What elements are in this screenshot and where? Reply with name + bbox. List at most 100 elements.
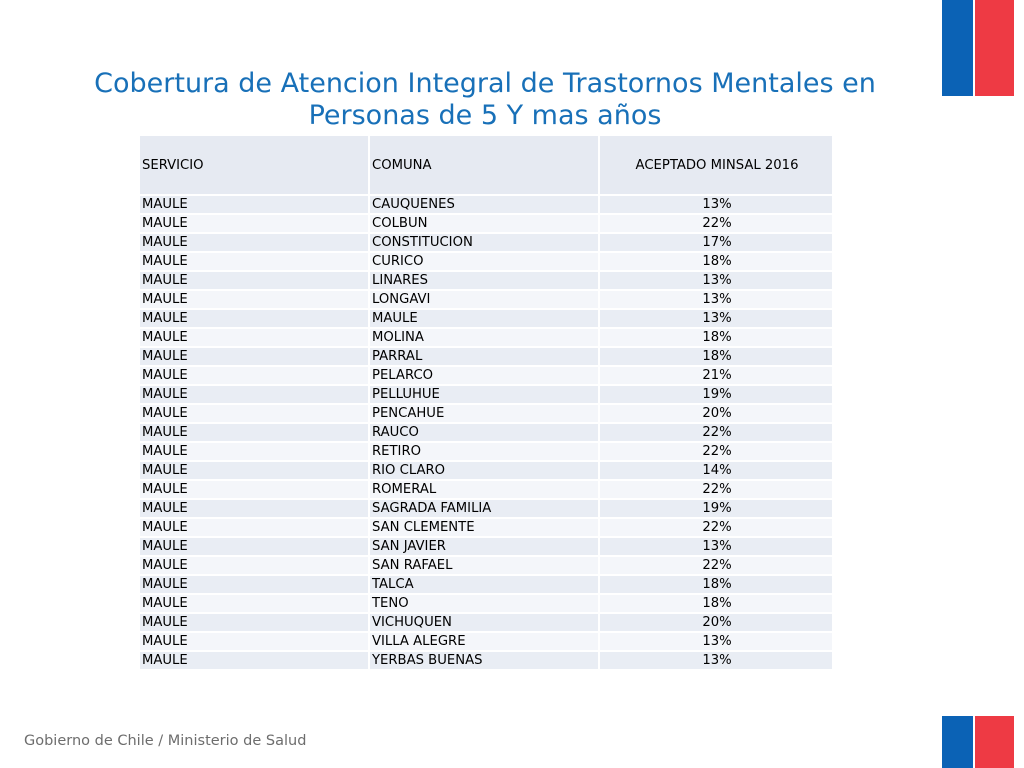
cell-servicio: MAULE: [138, 612, 370, 633]
cell-servicio: MAULE: [138, 251, 370, 272]
cell-aceptado: 17%: [598, 232, 834, 253]
table-row: MAULE VICHUQUEN 20%: [138, 612, 834, 633]
cell-comuna: RAUCO: [368, 422, 600, 443]
cell-comuna: PELLUHUE: [368, 384, 600, 405]
cell-comuna: SAN CLEMENTE: [368, 517, 600, 538]
coverage-table: SERVICIO COMUNA ACEPTADO MINSAL 2016 MAU…: [138, 134, 834, 671]
cell-servicio: MAULE: [138, 460, 370, 481]
cell-comuna: SAN JAVIER: [368, 536, 600, 557]
table-row: MAULE SAN RAFAEL 22%: [138, 555, 834, 576]
table-row: MAULE SAGRADA FAMILIA 19%: [138, 498, 834, 519]
cell-aceptado: 13%: [598, 194, 834, 215]
cell-comuna: ROMERAL: [368, 479, 600, 500]
cell-aceptado: 13%: [598, 270, 834, 291]
cell-servicio: MAULE: [138, 631, 370, 652]
cell-servicio: MAULE: [138, 498, 370, 519]
cell-servicio: MAULE: [138, 308, 370, 329]
table-row: MAULE PELARCO 21%: [138, 365, 834, 386]
slide-title: Cobertura de Atencion Integral de Trasto…: [94, 68, 876, 132]
table-row: MAULE LINARES 13%: [138, 270, 834, 291]
cell-comuna: LONGAVI: [368, 289, 600, 310]
flag-stripe-bottom: [942, 716, 1014, 768]
cell-aceptado: 18%: [598, 593, 834, 614]
cell-comuna: LINARES: [368, 270, 600, 291]
table-row: MAULE PARRAL 18%: [138, 346, 834, 367]
cell-servicio: MAULE: [138, 479, 370, 500]
cell-servicio: MAULE: [138, 593, 370, 614]
table-row: MAULE PELLUHUE 19%: [138, 384, 834, 405]
cell-comuna: PELARCO: [368, 365, 600, 386]
header-aceptado-minsal: ACEPTADO MINSAL 2016: [598, 134, 834, 196]
cell-aceptado: 13%: [598, 536, 834, 557]
cell-aceptado: 22%: [598, 422, 834, 443]
cell-servicio: MAULE: [138, 536, 370, 557]
cell-servicio: MAULE: [138, 365, 370, 386]
cell-servicio: MAULE: [138, 346, 370, 367]
table-row: MAULE COLBUN 22%: [138, 213, 834, 234]
cell-servicio: MAULE: [138, 517, 370, 538]
header-comuna: COMUNA: [368, 134, 600, 196]
cell-comuna: MOLINA: [368, 327, 600, 348]
header-servicio: SERVICIO: [138, 134, 370, 196]
table-row: MAULE VILLA ALEGRE 13%: [138, 631, 834, 652]
cell-comuna: PARRAL: [368, 346, 600, 367]
cell-aceptado: 21%: [598, 365, 834, 386]
cell-aceptado: 14%: [598, 460, 834, 481]
flag-blue-band: [942, 716, 973, 768]
cell-servicio: MAULE: [138, 213, 370, 234]
cell-aceptado: 19%: [598, 384, 834, 405]
cell-aceptado: 22%: [598, 213, 834, 234]
cell-servicio: MAULE: [138, 422, 370, 443]
cell-aceptado: 22%: [598, 555, 834, 576]
cell-aceptado: 22%: [598, 517, 834, 538]
cell-comuna: PENCAHUE: [368, 403, 600, 424]
table-row: MAULE MAULE 13%: [138, 308, 834, 329]
flag-stripe-top: [942, 0, 1014, 96]
cell-comuna: TALCA: [368, 574, 600, 595]
cell-comuna: VILLA ALEGRE: [368, 631, 600, 652]
table-row: MAULE TENO 18%: [138, 593, 834, 614]
table-row: MAULE CAUQUENES 13%: [138, 194, 834, 215]
cell-servicio: MAULE: [138, 574, 370, 595]
cell-servicio: MAULE: [138, 555, 370, 576]
cell-servicio: MAULE: [138, 289, 370, 310]
table-row: MAULE LONGAVI 13%: [138, 289, 834, 310]
cell-comuna: MAULE: [368, 308, 600, 329]
table-row: MAULE CONSTITUCION 17%: [138, 232, 834, 253]
cell-servicio: MAULE: [138, 441, 370, 462]
table-row: MAULE RIO CLARO 14%: [138, 460, 834, 481]
cell-servicio: MAULE: [138, 270, 370, 291]
table-row: MAULE SAN CLEMENTE 22%: [138, 517, 834, 538]
table-row: MAULE ROMERAL 22%: [138, 479, 834, 500]
cell-aceptado: 18%: [598, 574, 834, 595]
cell-aceptado: 18%: [598, 327, 834, 348]
table-row: MAULE TALCA 18%: [138, 574, 834, 595]
cell-comuna: CURICO: [368, 251, 600, 272]
cell-aceptado: 20%: [598, 403, 834, 424]
table-row: MAULE PENCAHUE 20%: [138, 403, 834, 424]
cell-comuna: COLBUN: [368, 213, 600, 234]
cell-comuna: RETIRO: [368, 441, 600, 462]
cell-aceptado: 13%: [598, 631, 834, 652]
cell-aceptado: 13%: [598, 289, 834, 310]
cell-aceptado: 18%: [598, 346, 834, 367]
cell-servicio: MAULE: [138, 232, 370, 253]
cell-comuna: TENO: [368, 593, 600, 614]
cell-comuna: VICHUQUEN: [368, 612, 600, 633]
cell-servicio: MAULE: [138, 194, 370, 215]
cell-servicio: MAULE: [138, 650, 370, 671]
flag-blue-band: [942, 0, 973, 96]
cell-aceptado: 13%: [598, 308, 834, 329]
cell-aceptado: 18%: [598, 251, 834, 272]
cell-comuna: CAUQUENES: [368, 194, 600, 215]
table-row: MAULE MOLINA 18%: [138, 327, 834, 348]
cell-aceptado: 13%: [598, 650, 834, 671]
cell-aceptado: 19%: [598, 498, 834, 519]
cell-servicio: MAULE: [138, 403, 370, 424]
flag-red-band: [975, 0, 1014, 96]
cell-comuna: YERBAS BUENAS: [368, 650, 600, 671]
cell-servicio: MAULE: [138, 327, 370, 348]
cell-aceptado: 22%: [598, 441, 834, 462]
cell-aceptado: 20%: [598, 612, 834, 633]
cell-comuna: RIO CLARO: [368, 460, 600, 481]
